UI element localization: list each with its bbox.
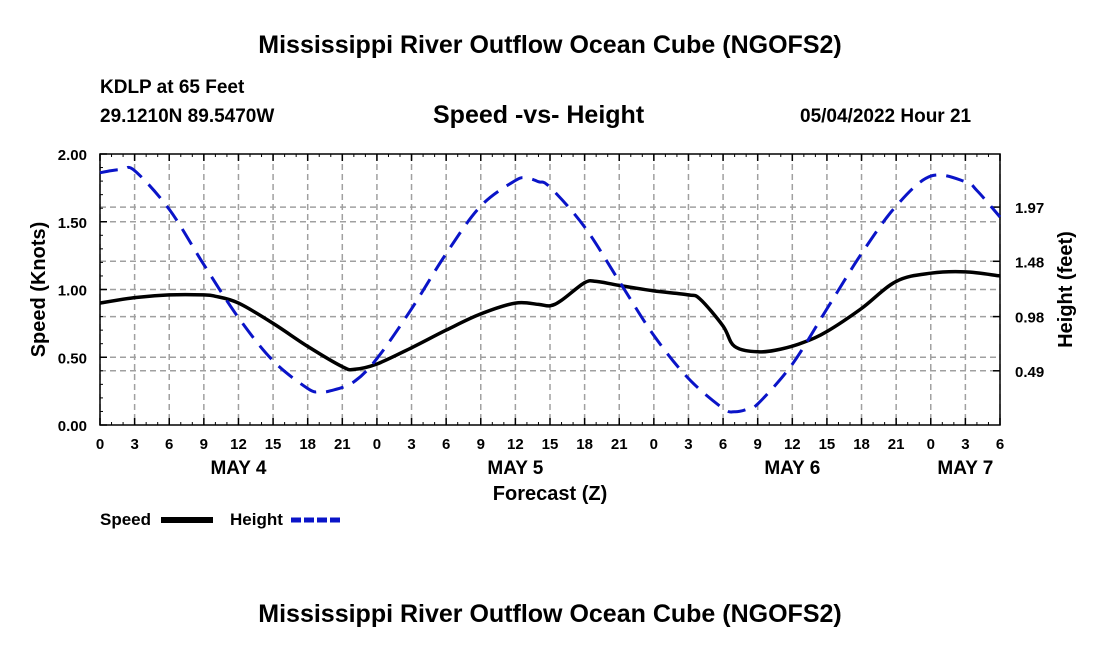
y2-tick-label: 1.48 <box>1015 254 1044 271</box>
chart-subtitle: Speed -vs- Height <box>433 101 645 129</box>
x-tick-label: 0 <box>927 436 935 453</box>
x-tick-label: 0 <box>96 436 104 453</box>
x-tick-label: 15 <box>819 436 836 453</box>
date-label: MAY 6 <box>764 458 820 479</box>
x-tick-label: 3 <box>684 436 692 453</box>
y-tick-label: 1.00 <box>58 283 87 300</box>
forecast-datetime: 05/04/2022 Hour 21 <box>800 106 972 127</box>
x-tick-label: 6 <box>165 436 173 453</box>
x-tick-label: 3 <box>961 436 969 453</box>
x-tick-label: 3 <box>407 436 415 453</box>
station-label: KDLP at 65 Feet <box>100 77 245 98</box>
x-tick-label: 0 <box>650 436 658 453</box>
x-tick-label: 18 <box>576 436 593 453</box>
x-tick-label: 6 <box>996 436 1004 453</box>
date-label: MAY 4 <box>210 458 266 479</box>
x-tick-label: 9 <box>200 436 208 453</box>
date-label: MAY 7 <box>937 458 993 479</box>
x-tick-label: 12 <box>784 436 801 453</box>
footer-title: Mississippi River Outflow Ocean Cube (NG… <box>258 600 842 628</box>
y-tick-label: 0.00 <box>58 418 87 435</box>
x-tick-label: 15 <box>542 436 559 453</box>
y2-tick-label: 0.98 <box>1015 310 1044 327</box>
x-tick-label: 9 <box>477 436 485 453</box>
speed-series-line <box>99 269 1001 372</box>
x-tick-label: 3 <box>130 436 138 453</box>
legend-speed-label: Speed <box>100 510 151 529</box>
y2-tick-label: 1.97 <box>1015 200 1044 217</box>
height-series-line <box>99 165 1002 414</box>
x-tick-label: 15 <box>265 436 282 453</box>
x-tick-label: 9 <box>754 436 762 453</box>
x-tick-label: 12 <box>507 436 524 453</box>
x-tick-label: 21 <box>611 436 628 453</box>
station-coords: 29.1210N 89.5470W <box>100 106 275 127</box>
x-tick-label: 21 <box>888 436 905 453</box>
x-tick-label: 12 <box>230 436 247 453</box>
y-tick-label: 0.50 <box>58 350 87 367</box>
x-tick-label: 6 <box>719 436 727 453</box>
legend-height-label: Height <box>230 510 283 529</box>
x-tick-label: 0 <box>373 436 381 453</box>
x-axis-label: Forecast (Z) <box>493 483 607 505</box>
date-label: MAY 5 <box>487 458 543 479</box>
y-tick-label: 1.50 <box>58 215 87 232</box>
y-axis-label: Speed (Knots) <box>28 222 50 358</box>
y2-axis-label: Height (feet) <box>1055 231 1077 348</box>
chart-title: Mississippi River Outflow Ocean Cube (NG… <box>258 31 842 59</box>
y2-tick-label: 0.49 <box>1015 364 1044 381</box>
x-tick-label: 21 <box>334 436 351 453</box>
x-tick-label: 6 <box>442 436 450 453</box>
x-tick-label: 18 <box>853 436 870 453</box>
x-tick-label: 18 <box>299 436 316 453</box>
y-tick-label: 2.00 <box>58 147 87 164</box>
